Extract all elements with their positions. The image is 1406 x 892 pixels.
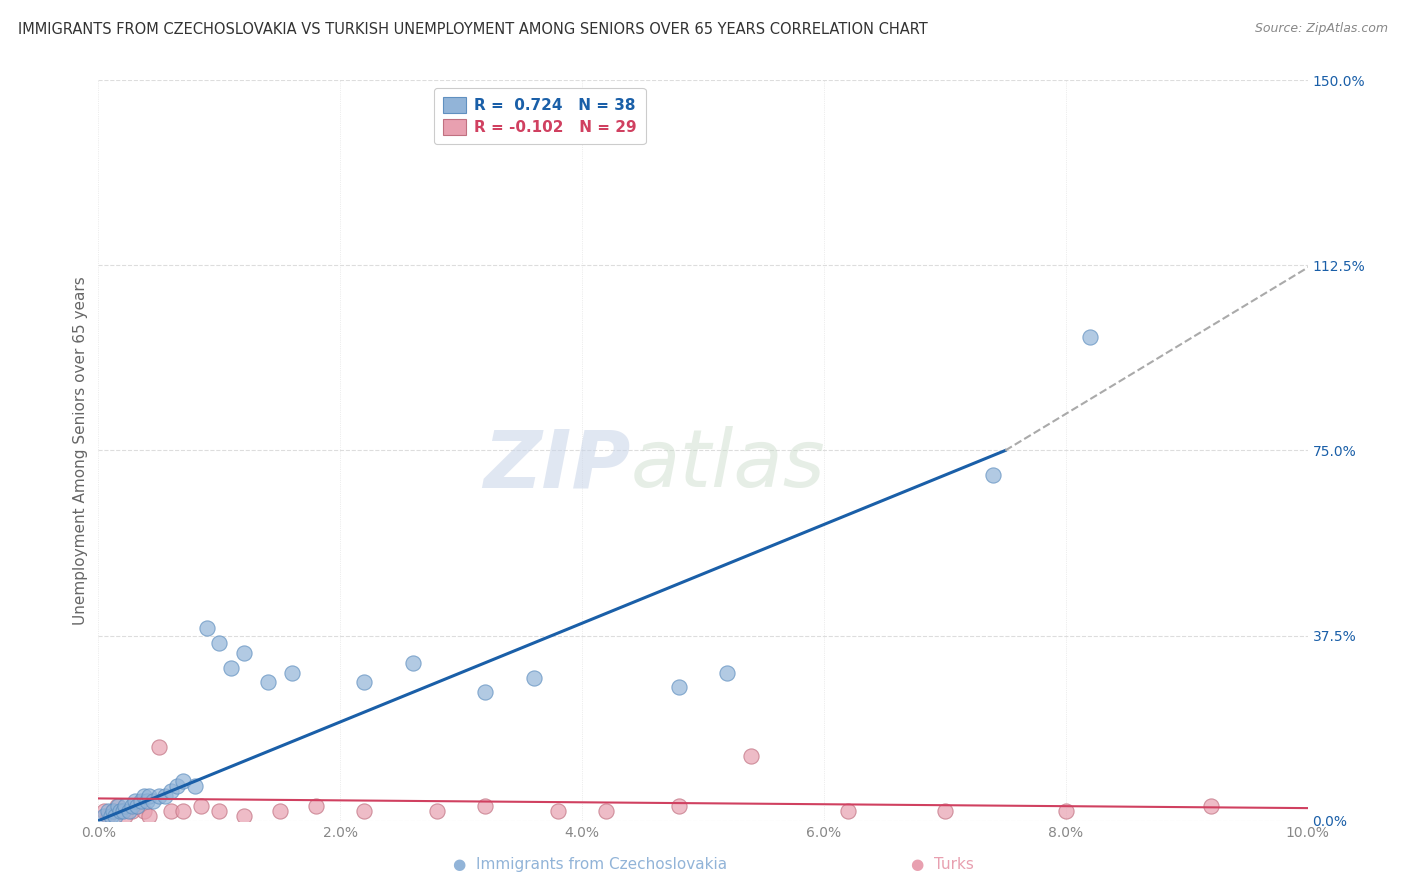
Point [595,804,617,818]
Point [142,794,165,808]
Point [668,798,690,813]
Point [474,685,496,699]
Point [195,621,218,635]
Point [1078,330,1101,344]
Point [172,774,194,789]
Text: ●  Turks: ● Turks [911,857,973,872]
Text: ZIP: ZIP [484,426,630,504]
Point [523,671,546,685]
Point [111,804,134,818]
Point [114,798,136,813]
Text: ●  Immigrants from Czechoslovakia: ● Immigrants from Czechoslovakia [454,857,727,872]
Point [138,808,160,822]
Point [1054,804,1077,818]
Point [127,798,149,813]
Point [118,804,141,818]
Point [740,749,762,764]
Point [127,798,149,813]
Point [134,789,156,803]
Point [108,804,131,818]
Point [232,646,254,660]
Y-axis label: Unemployment Among Seniors over 65 years: Unemployment Among Seniors over 65 years [73,277,89,624]
Point [129,794,152,808]
Point [108,804,131,818]
Point [256,675,278,690]
Point [716,665,738,680]
Point [221,660,243,674]
Point [172,804,194,818]
Point [190,798,212,813]
Point [547,804,569,818]
Point [668,681,690,695]
Point [124,794,146,808]
Point [232,808,254,822]
Point [101,804,124,818]
Point [353,804,375,818]
Point [166,779,188,793]
Point [208,804,231,818]
Text: IMMIGRANTS FROM CZECHOSLOVAKIA VS TURKISH UNEMPLOYMENT AMONG SENIORS OVER 65 YEA: IMMIGRANTS FROM CZECHOSLOVAKIA VS TURKIS… [18,22,928,37]
Point [101,804,124,818]
Point [1199,798,1222,813]
Point [138,789,160,803]
Point [107,798,129,813]
Text: atlas: atlas [630,426,825,504]
Point [281,665,304,680]
Point [184,779,207,793]
Point [148,789,170,803]
Point [121,804,143,818]
Point [97,808,120,822]
Point [402,656,425,670]
Point [353,675,375,690]
Point [97,804,120,818]
Point [105,798,128,813]
Point [135,794,157,808]
Text: Source: ZipAtlas.com: Source: ZipAtlas.com [1254,22,1388,36]
Point [208,636,231,650]
Point [93,808,115,822]
Point [134,804,156,818]
Point [114,808,136,822]
Point [104,808,127,822]
Point [160,784,183,798]
Point [305,798,328,813]
Legend: R =  0.724   N = 38, R = -0.102   N = 29: R = 0.724 N = 38, R = -0.102 N = 29 [434,88,645,145]
Point [153,789,176,803]
Point [121,798,143,813]
Point [934,804,956,818]
Point [981,468,1004,483]
Point [100,808,122,822]
Point [269,804,291,818]
Point [426,804,449,818]
Point [837,804,859,818]
Point [474,798,496,813]
Point [160,804,183,818]
Point [93,804,115,818]
Point [148,739,170,754]
